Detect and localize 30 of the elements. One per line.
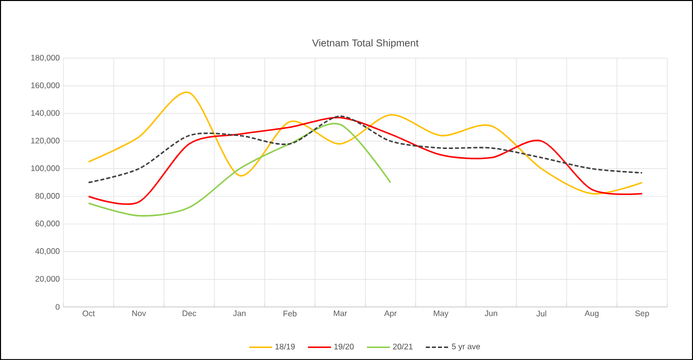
legend-label: 5 yr ave — [452, 344, 480, 351]
y-tick-label: 40,000 — [35, 248, 60, 255]
x-tick-label: Dec — [182, 310, 196, 316]
y-tick-label: 140,000 — [31, 110, 60, 117]
x-tick-label: Jun — [484, 310, 498, 316]
y-tick-label: 80,000 — [35, 192, 60, 200]
x-tick-label: Aug — [584, 310, 598, 318]
y-tick-label: 120,000 — [31, 138, 60, 144]
x-tick-label: Sep — [635, 310, 649, 318]
line-series — [88, 122, 392, 216]
legend-label: 20/21 — [393, 343, 413, 350]
y-tick-label: 160,000 — [31, 82, 60, 90]
x-tick-label: Jul — [536, 310, 546, 316]
x-tick-label: Oct — [82, 310, 95, 316]
y-tick-label: 20,000 — [36, 276, 60, 283]
x-tick-label: May — [434, 310, 448, 318]
y-tick-label: 100,000 — [31, 165, 60, 172]
x-tick-label: Feb — [284, 310, 296, 316]
legend-label: 19/20 — [334, 343, 354, 350]
x-tick-label: Nov — [132, 310, 146, 316]
x-tick-label: Mar — [334, 310, 348, 316]
line-series — [88, 92, 643, 194]
y-tick-label: 180,000 — [31, 54, 60, 62]
legend-label: 18/19 — [275, 343, 295, 350]
chart-title: Vietnam Total Shipment — [312, 39, 419, 48]
y-tick-label: 0 — [56, 304, 60, 310]
x-tick-label: Jan — [233, 310, 246, 316]
line-series — [88, 115, 643, 184]
x-tick-label: Apr — [384, 310, 397, 318]
y-tick-label: 60,000 — [36, 220, 60, 228]
